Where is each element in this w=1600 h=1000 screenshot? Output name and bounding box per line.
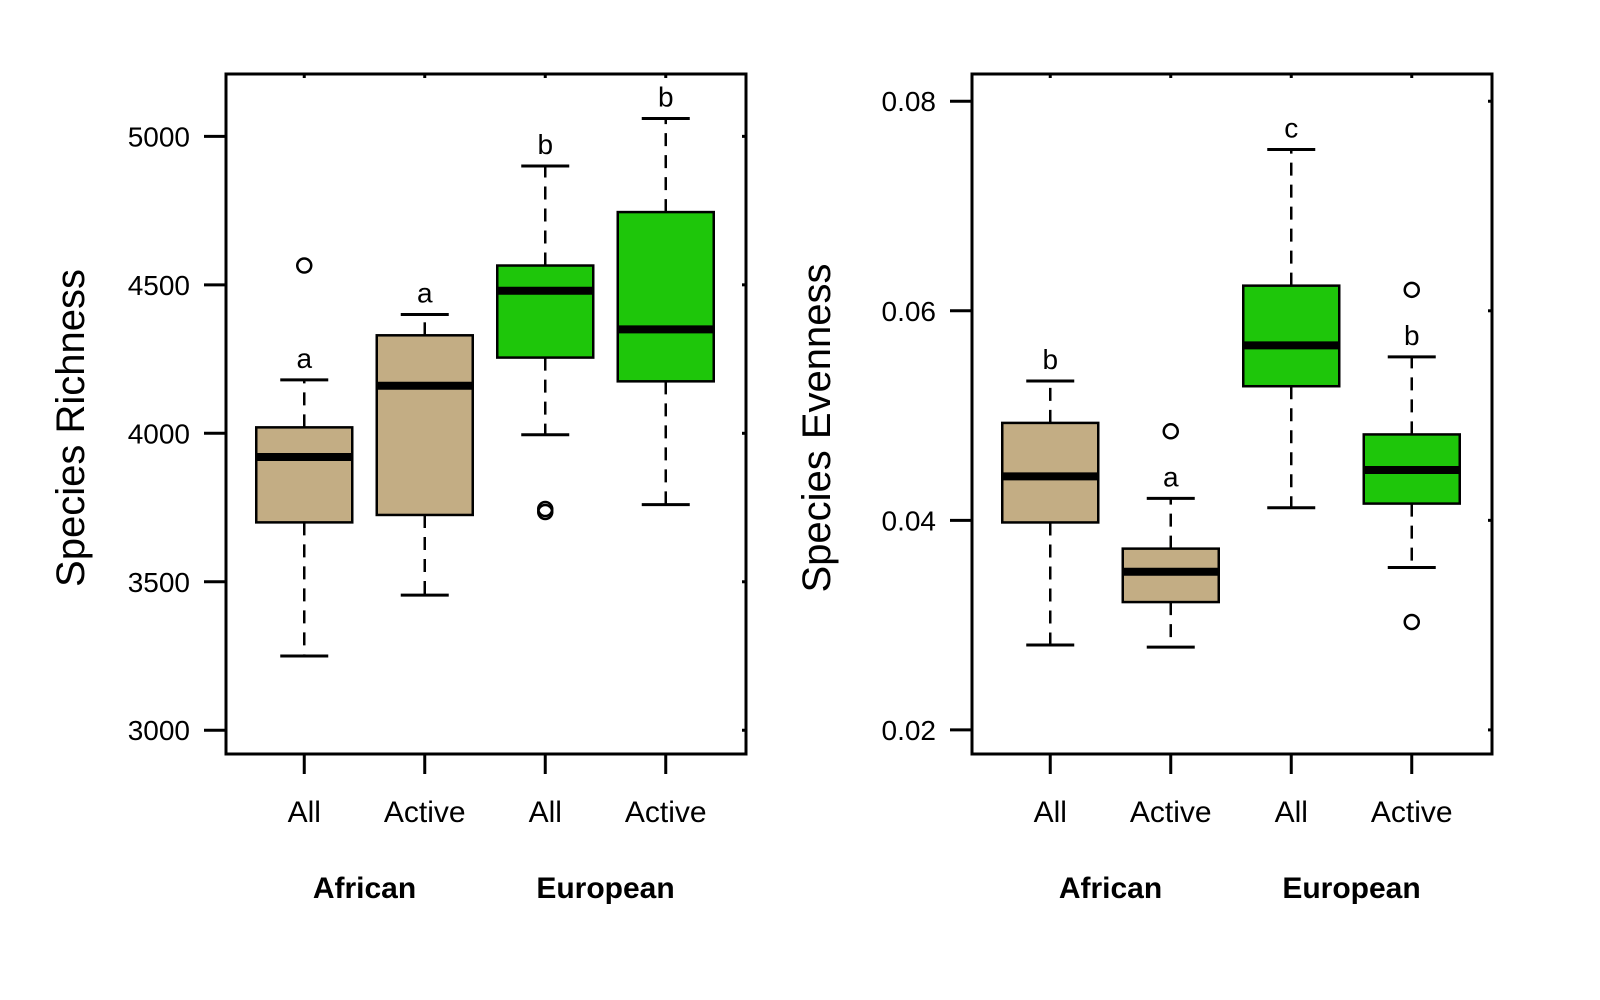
y-tick-label: 3000 xyxy=(128,715,190,746)
y-tick-label: 0.02 xyxy=(882,715,937,746)
y-tick-label: 0.08 xyxy=(882,86,937,117)
category-label: All xyxy=(288,796,321,829)
significance-letter: b xyxy=(658,82,674,113)
category-label: All xyxy=(1275,796,1308,829)
iqr-box xyxy=(496,264,595,359)
box-0: b xyxy=(1001,344,1100,647)
outlier-point xyxy=(537,503,554,521)
category-label: Active xyxy=(1371,796,1453,829)
category-label: Active xyxy=(384,796,466,829)
significance-letter: a xyxy=(417,278,433,309)
box-1: a xyxy=(1121,423,1220,649)
iqr-box xyxy=(255,426,354,524)
y-tick-label: 0.06 xyxy=(882,296,937,327)
outlier-point xyxy=(1162,423,1179,440)
iqr-box xyxy=(616,210,715,383)
category-label: All xyxy=(1034,796,1067,829)
box-3: b xyxy=(616,82,715,507)
species-richness-panel: 3000 3500 4000 4500 5000 Species Richness a All… xyxy=(49,72,748,905)
category-label: All xyxy=(529,796,562,829)
box-3: b xyxy=(1362,281,1461,631)
significance-letter: b xyxy=(1042,344,1058,375)
significance-letter: b xyxy=(1404,320,1420,351)
group-label: African xyxy=(313,872,416,905)
category-label: Active xyxy=(1130,796,1212,829)
y-tick-label: 4000 xyxy=(128,418,190,449)
significance-letter: b xyxy=(537,129,553,160)
group-label: African xyxy=(1059,872,1162,905)
iqr-box xyxy=(375,334,474,517)
outlier-point xyxy=(1403,613,1420,631)
iqr-box xyxy=(1242,284,1341,388)
significance-letter: a xyxy=(1163,461,1179,492)
category-label: Active xyxy=(625,796,707,829)
group-label: European xyxy=(1282,872,1420,905)
y-tick-label: 0.04 xyxy=(882,505,937,536)
y-tick-label: 3500 xyxy=(128,567,190,598)
outlier-point xyxy=(1403,281,1420,299)
box-2: c xyxy=(1242,112,1341,510)
significance-letter: c xyxy=(1284,112,1298,143)
box-2: b xyxy=(496,129,595,521)
y-axis-label: Species Richness xyxy=(49,269,93,587)
species-evenness-panel: 0.02 0.04 0.06 0.08 Species Evenness b All a Act… xyxy=(795,72,1494,905)
y-tick-label: 4500 xyxy=(128,270,190,301)
box-0: a xyxy=(255,257,354,658)
group-label: European xyxy=(536,872,674,905)
y-axis-label: Species Evenness xyxy=(795,263,839,592)
y-tick-label: 5000 xyxy=(128,121,190,152)
plot-frame xyxy=(970,72,1494,756)
plot-frame xyxy=(224,72,748,756)
box-1: a xyxy=(375,278,474,597)
outlier-point xyxy=(296,257,313,274)
significance-letter: a xyxy=(296,343,312,374)
